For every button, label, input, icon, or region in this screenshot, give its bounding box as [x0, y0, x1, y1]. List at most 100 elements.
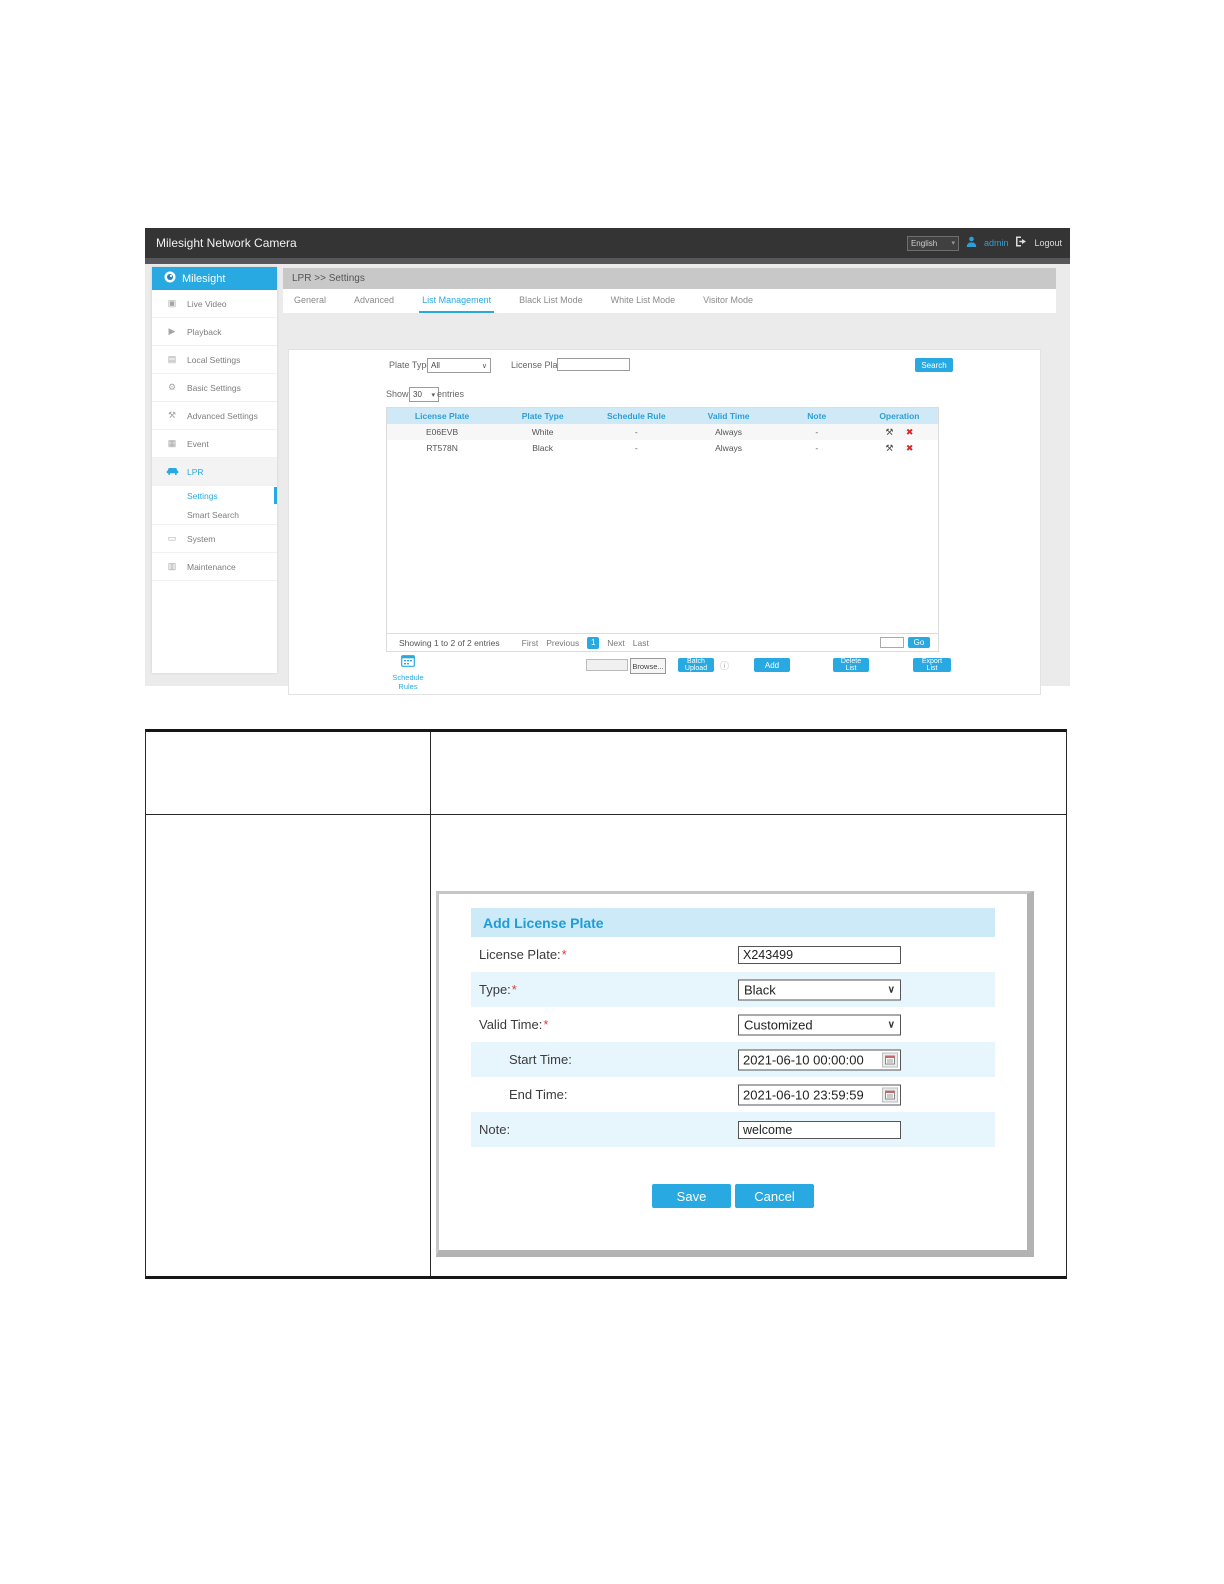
- license-plate-filter-label: License Plate:: [511, 360, 568, 370]
- note-input[interactable]: [738, 1120, 901, 1139]
- sidebar-brand: Milesight: [152, 267, 277, 290]
- sidebar-item-lpr-smart-search[interactable]: Smart Search: [152, 505, 277, 525]
- dialog-title: Add License Plate: [483, 914, 604, 931]
- event-icon: ▦: [167, 438, 177, 448]
- browse-button[interactable]: Browse...: [630, 658, 666, 674]
- page-size-select[interactable]: 30 ▾: [409, 387, 439, 402]
- plate-type-select[interactable]: All ∨: [427, 358, 491, 373]
- pagination: First Previous 1 Next Last: [521, 636, 649, 649]
- table-footer: Showing 1 to 2 of 2 entries First Previo…: [387, 633, 938, 651]
- go-button[interactable]: Go: [908, 637, 930, 648]
- calendar-icon[interactable]: [882, 1087, 898, 1102]
- gear-icon: ⚙: [167, 382, 177, 392]
- user-icon: [966, 234, 977, 252]
- cancel-button[interactable]: Cancel: [735, 1184, 814, 1208]
- valid-time-select[interactable]: Customized ∨: [738, 1014, 901, 1035]
- sidebar-item-local-settings[interactable]: ▤ Local Settings: [152, 346, 277, 374]
- col-note: Note: [807, 411, 827, 421]
- tab-bar: General Advanced List Management Black L…: [283, 289, 1056, 313]
- type-select[interactable]: Black ∨: [738, 979, 901, 1000]
- required-marker: *: [543, 1017, 549, 1032]
- entries-summary: Showing 1 to 2 of 2 entries: [399, 637, 500, 648]
- schedule-rules-button[interactable]: Schedule Rules: [385, 654, 431, 691]
- page-current-button[interactable]: 1: [587, 636, 600, 649]
- col-plate-type: Plate Type: [521, 411, 564, 421]
- delete-icon[interactable]: ✖: [905, 426, 914, 437]
- required-marker: *: [511, 982, 517, 997]
- sidebar-item-maintenance[interactable]: ▥ Maintenance: [152, 553, 277, 581]
- page-number-input[interactable]: [880, 637, 904, 648]
- export-list-button[interactable]: Export List: [913, 658, 951, 672]
- sidebar-item-event[interactable]: ▦ Event: [152, 430, 277, 458]
- camera-ui-screenshot: Milesight Network Camera English ▾ admin…: [145, 228, 1070, 695]
- username-link[interactable]: admin: [983, 238, 1009, 248]
- add-button[interactable]: Add: [754, 658, 790, 672]
- table-row: E06EVB White - Always - ⚒ ✖: [387, 424, 938, 440]
- save-button[interactable]: Save: [652, 1184, 731, 1208]
- sidebar-item-lpr-settings[interactable]: Settings: [152, 486, 277, 505]
- license-plate-filter-input[interactable]: [557, 358, 630, 371]
- start-time-input[interactable]: 2021-06-10 00:00:00: [738, 1049, 901, 1070]
- search-button[interactable]: Search: [915, 358, 953, 372]
- field-row-type: Type: * Black ∨: [471, 972, 995, 1007]
- milesight-logo-icon: [164, 270, 176, 288]
- table-empty-area: [387, 456, 938, 633]
- tools-icon: ⚒: [167, 410, 177, 420]
- end-time-input[interactable]: 2021-06-10 23:59:59: [738, 1084, 901, 1105]
- page-previous-button[interactable]: Previous: [546, 637, 580, 648]
- edit-icon[interactable]: ⚒: [885, 426, 894, 437]
- page-next-button[interactable]: Next: [607, 637, 625, 648]
- license-plate-input[interactable]: [738, 945, 901, 964]
- dialog-header: Add License Plate: [471, 908, 995, 937]
- language-select[interactable]: English ▾: [906, 235, 959, 251]
- sidebar-item-live-video[interactable]: ▣ Live Video: [152, 290, 277, 318]
- show-label: Show: [386, 389, 409, 399]
- tab-general[interactable]: General: [294, 295, 327, 305]
- tab-black-list-mode[interactable]: Black List Mode: [519, 295, 583, 305]
- active-indicator-bar: [274, 487, 277, 504]
- edit-icon[interactable]: ⚒: [885, 442, 894, 453]
- tab-advanced[interactable]: Advanced: [354, 295, 395, 305]
- chevron-down-icon: ▾: [431, 391, 435, 399]
- tab-list-management[interactable]: List Management: [419, 289, 495, 313]
- col-valid-time: Valid Time: [707, 411, 750, 421]
- license-plate-table: License Plate Plate Type Schedule Rule V…: [386, 407, 939, 652]
- brand-name: Milesight: [182, 272, 226, 285]
- tab-visitor-mode[interactable]: Visitor Mode: [703, 295, 754, 305]
- page-first-button[interactable]: First: [521, 637, 539, 648]
- tab-white-list-mode[interactable]: White List Mode: [610, 295, 676, 305]
- field-row-note: Note:: [471, 1112, 995, 1147]
- calendar-icon[interactable]: [882, 1052, 898, 1067]
- sidebar-item-lpr[interactable]: LPR: [152, 458, 277, 486]
- delete-icon[interactable]: ✖: [905, 442, 914, 453]
- sidebar-item-playback[interactable]: ▶ Playback: [152, 318, 277, 346]
- app-body: Milesight ▣ Live Video ▶ Playback ▤ Loca…: [145, 264, 1070, 695]
- folder-icon: ▤: [167, 354, 177, 364]
- upload-file-field[interactable]: [586, 659, 628, 671]
- field-row-start-time: Start Time: 2021-06-10 00:00:00: [471, 1042, 995, 1077]
- table-row: RT578N Black - Always - ⚒ ✖: [426, 442, 914, 454]
- sidebar-item-advanced-settings[interactable]: ⚒ Advanced Settings: [152, 402, 277, 430]
- page-last-button[interactable]: Last: [632, 637, 649, 648]
- logout-button[interactable]: Logout: [1034, 238, 1062, 248]
- doc-table-cell: Add License Plate License Plate: * Type:…: [431, 815, 1066, 1276]
- language-select-value: English: [910, 238, 938, 248]
- field-row-end-time: End Time: 2021-06-10 23:59:59: [471, 1077, 995, 1112]
- title-bar-shadow-strip: [145, 258, 1070, 264]
- batch-upload-button[interactable]: Batch Upload: [678, 658, 714, 672]
- sidebar-item-system[interactable]: ▭ System: [152, 525, 277, 553]
- car-icon: [166, 466, 179, 477]
- doc-table-cell: [146, 815, 431, 1276]
- title-bar: Milesight Network Camera English ▾ admin…: [145, 228, 1070, 258]
- logout-icon[interactable]: [1015, 234, 1027, 252]
- col-operation: Operation: [879, 411, 920, 421]
- video-camera-icon: ▣: [167, 298, 177, 308]
- doc-table-cell: [431, 732, 1066, 815]
- chevron-down-icon: ∨: [481, 362, 487, 370]
- breadcrumb: LPR >> Settings: [283, 268, 1056, 289]
- monitor-icon: ▭: [167, 533, 177, 543]
- list-management-panel: Plate Type: All ∨ License Plate: Search …: [288, 349, 1041, 695]
- sidebar-item-basic-settings[interactable]: ⚙ Basic Settings: [152, 374, 277, 402]
- delete-list-button[interactable]: Delete List: [833, 658, 869, 672]
